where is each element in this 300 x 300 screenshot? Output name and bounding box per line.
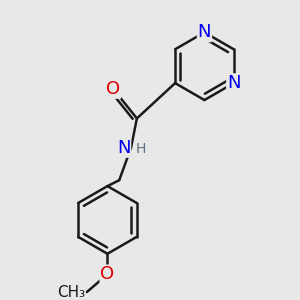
Text: N: N	[117, 139, 130, 157]
Text: O: O	[100, 266, 115, 284]
Text: CH₃: CH₃	[57, 284, 86, 299]
Text: N: N	[227, 74, 241, 92]
Text: H: H	[136, 142, 146, 156]
Text: O: O	[106, 80, 120, 98]
Text: N: N	[198, 23, 211, 41]
